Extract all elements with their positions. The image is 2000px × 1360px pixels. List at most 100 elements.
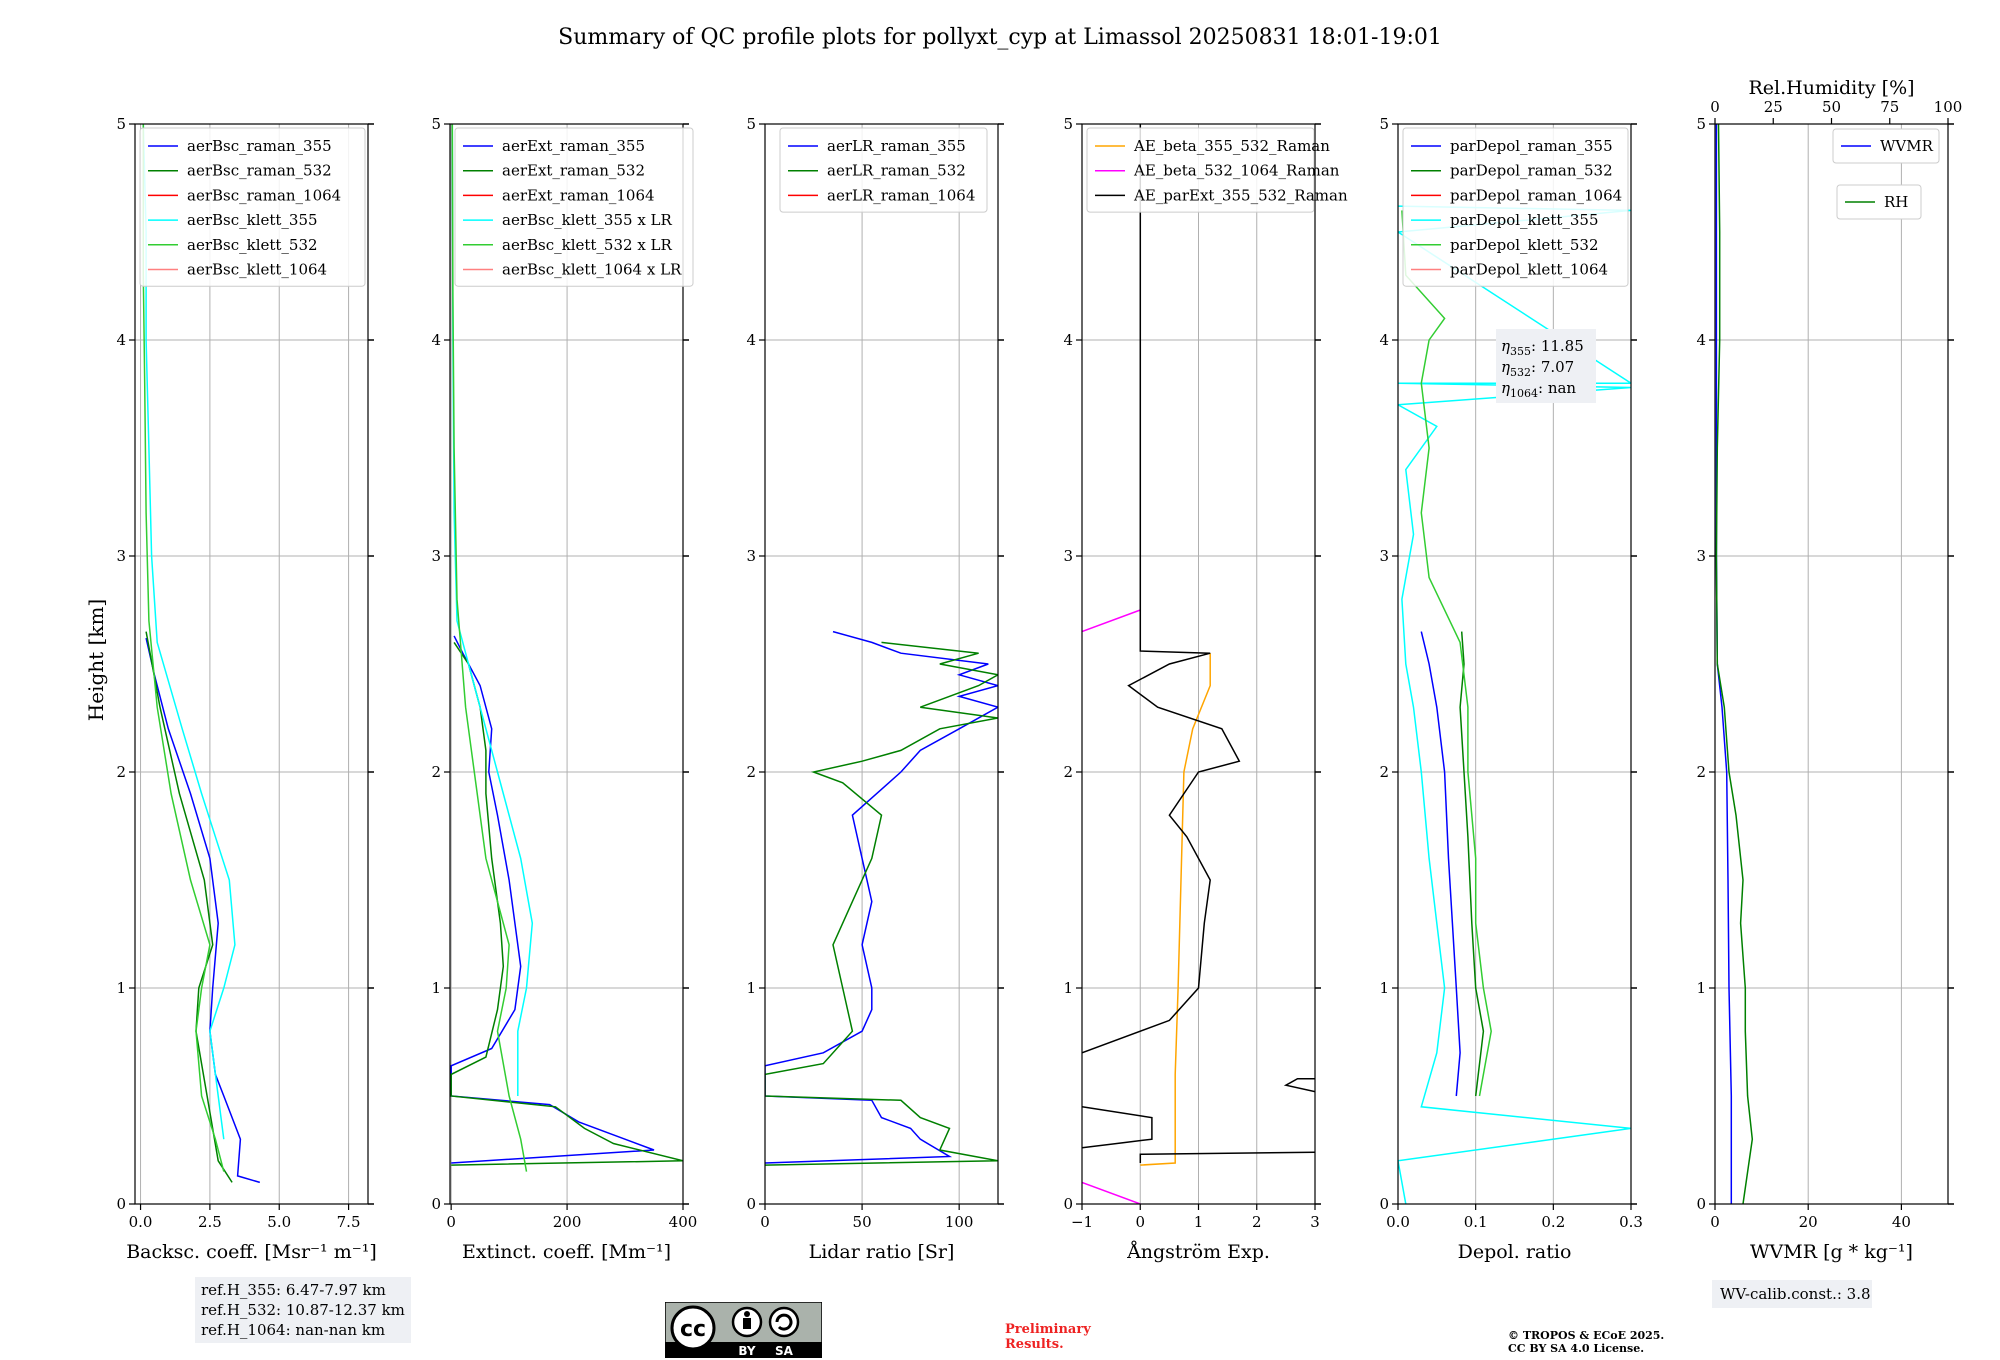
y-tick-label: 3 xyxy=(1379,547,1389,565)
legend-label: parDepol_klett_532 xyxy=(1450,236,1599,254)
y-tick-label: 1 xyxy=(116,979,126,997)
y-tick-label: 0 xyxy=(1063,1195,1073,1213)
top-x-tick-label: 50 xyxy=(1822,98,1841,116)
series-group xyxy=(765,630,998,1166)
axes-frame xyxy=(764,123,999,1205)
legend-box xyxy=(1402,127,1629,287)
legend-label: parDepol_raman_532 xyxy=(1450,162,1613,180)
x-tick-label: 0.2 xyxy=(1541,1213,1565,1231)
series-line-parDepol_klett_532 xyxy=(1401,210,1492,1097)
series-line-parDepol_raman_532 xyxy=(1459,631,1485,1097)
copyright-note: © TROPOS & ECoE 2025. CC BY SA 4.0 Licen… xyxy=(1508,1329,1664,1355)
wv-calib-annotation: WV-calib.const.: 3.8 xyxy=(1712,1280,1872,1308)
legend-label: aerBsc_klett_532 xyxy=(187,236,318,254)
y-tick-label: 2 xyxy=(116,763,126,781)
refH-355: ref.H_355: 6.47-7.97 km xyxy=(201,1281,386,1299)
y-tick-label: 3 xyxy=(1696,547,1706,565)
legend-box xyxy=(454,127,694,287)
y-axis-label: Height [km] xyxy=(84,599,108,721)
x-tick-label: −1 xyxy=(1071,1213,1093,1231)
legend: aerExt_raman_355 aerExt_raman_532 aerExt_r… xyxy=(454,127,694,287)
series-line-RH xyxy=(1715,124,1754,1204)
y-tick-label: 3 xyxy=(116,547,126,565)
x-axis-label: Lidar ratio [Sr] xyxy=(809,1241,955,1263)
legend: WVMR RH xyxy=(1832,128,1940,220)
y-tick-label: 1 xyxy=(746,979,756,997)
x-tick-label: 0 xyxy=(760,1213,770,1231)
y-tick-label: 4 xyxy=(431,331,441,349)
legend-label: parDepol_klett_355 xyxy=(1450,211,1599,229)
series-group xyxy=(1715,124,1754,1204)
legend-label: RH xyxy=(1884,193,1908,211)
legend-label: aerExt_raman_355 xyxy=(502,137,645,155)
refH-1064: ref.H_1064: nan-nan km xyxy=(201,1321,386,1339)
y-tick-label: 2 xyxy=(1063,763,1073,781)
y-tick-label: 2 xyxy=(1379,763,1389,781)
legend-label: parDepol_raman_355 xyxy=(1450,137,1613,155)
reference-height-box: ref.H_355: 6.47-7.97 km ref.H_532: 10.87… xyxy=(195,1277,411,1343)
legend-label: aerBsc_raman_355 xyxy=(187,137,332,155)
legend: AE_beta_355_532_Raman AE_beta_532_1064_Ra… xyxy=(1086,127,1348,213)
eta-value: : 11.85 xyxy=(1531,337,1584,355)
y-tick-label: 5 xyxy=(431,115,441,133)
legend-label: parDepol_raman_1064 xyxy=(1450,186,1622,204)
x-tick-label: 0 xyxy=(1135,1213,1145,1231)
preliminary-note: Preliminary Results. xyxy=(1005,1322,1091,1352)
x-axis-label: Backsc. coeff. [Msr⁻¹ m⁻¹] xyxy=(126,1241,377,1263)
legend-box xyxy=(779,127,988,213)
y-tick-label: 4 xyxy=(116,331,126,349)
top-x-tick-label: 25 xyxy=(1764,98,1783,116)
legend: parDepol_raman_355 parDepol_raman_532 parD… xyxy=(1402,127,1629,287)
eta-symbol: η xyxy=(1501,337,1510,355)
legend-label: parDepol_klett_1064 xyxy=(1450,261,1608,279)
series-group xyxy=(1082,124,1315,1204)
cc-by-text: BY xyxy=(738,1344,755,1358)
series-line-aerLR_raman_355 xyxy=(765,630,998,1164)
copyright-line-1: © TROPOS & ECoE 2025. xyxy=(1508,1329,1665,1342)
x-tick-label: 0.1 xyxy=(1464,1213,1488,1231)
legend-label: aerBsc_raman_1064 xyxy=(187,186,341,204)
y-tick-label: 4 xyxy=(1063,331,1073,349)
top-x-tick-label: 100 xyxy=(1934,98,1963,116)
y-tick-label: 3 xyxy=(1063,547,1073,565)
x-tick-label: 0 xyxy=(1710,1213,1720,1231)
x-axis-label: Depol. ratio xyxy=(1458,1241,1572,1263)
legend: aerLR_raman_355 aerLR_raman_532 aerLR_rama… xyxy=(779,127,988,213)
y-tick-label: 5 xyxy=(746,115,756,133)
y-tick-label: 1 xyxy=(1696,979,1706,997)
eta-subscript: 532 xyxy=(1510,366,1531,379)
y-tick-label: 0 xyxy=(431,1195,441,1213)
y-tick-label: 1 xyxy=(1063,979,1073,997)
series-group xyxy=(142,124,261,1184)
y-tick-label: 0 xyxy=(1696,1195,1706,1213)
legend-label: WVMR xyxy=(1880,137,1934,155)
series-line-parDepol_raman_355 xyxy=(1420,631,1461,1097)
x-tick-label: 5.0 xyxy=(267,1213,291,1231)
legend-label: AE_beta_532_1064_Raman xyxy=(1133,162,1340,180)
legend-label: aerExt_raman_532 xyxy=(502,162,645,180)
eta-symbol: η xyxy=(1501,358,1510,376)
panel-2: 0 1 2 3 4 5 0 200 400 Extinct. coeff. [Mm⁻¹] aerEx… xyxy=(431,115,697,1263)
legend-label: aerExt_raman_1064 xyxy=(502,186,655,204)
eta-line: η355: 11.85 xyxy=(1501,337,1584,358)
y-tick-label: 4 xyxy=(1379,331,1389,349)
legend-box xyxy=(139,127,366,287)
y-tick-label: 2 xyxy=(1696,763,1706,781)
series-line-AE_beta_532_1064_Raman_b xyxy=(1082,609,1141,633)
y-tick-label: 5 xyxy=(1379,115,1389,133)
y-tick-label: 1 xyxy=(1379,979,1389,997)
axes-frame xyxy=(134,123,369,1205)
legend-label: aerBsc_klett_1064 x LR xyxy=(502,261,682,279)
y-tick-label: 0 xyxy=(746,1195,756,1213)
y-tick-label: 4 xyxy=(1696,331,1706,349)
y-tick-label: 0 xyxy=(116,1195,126,1213)
panel-5: 0 1 2 3 4 5 0.0 0.1 0.2 0.3 Depol. ratio parDepol_r… xyxy=(1379,115,1642,1263)
refH-532: ref.H_532: 10.87-12.37 km xyxy=(201,1301,405,1319)
legend: aerBsc_raman_355 aerBsc_raman_532 aerBsc_r… xyxy=(139,127,366,287)
eta-line: η532: 7.07 xyxy=(1501,358,1574,379)
y-tick-label: 4 xyxy=(746,331,756,349)
legend-label: aerBsc_klett_355 x LR xyxy=(502,211,673,229)
series-line-aerExt_raman_532 xyxy=(450,641,683,1166)
